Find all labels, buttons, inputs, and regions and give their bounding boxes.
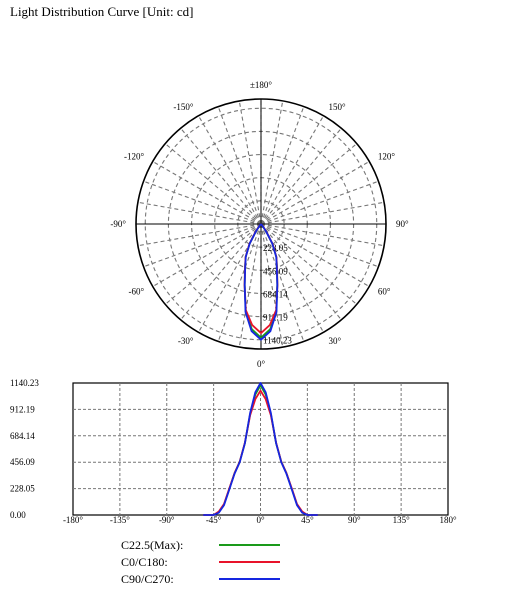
polar-angle-label: 90° [396, 219, 409, 229]
linear-y-tick-label: 684.14 [10, 431, 35, 441]
polar-radial-label: 456.09 [263, 266, 288, 276]
polar-angle-label: -120° [124, 152, 144, 162]
polar-series [243, 223, 279, 341]
linear-chart: 0.00 228.05 456.09 684.14 912.19 1140.23 -180… [10, 378, 457, 525]
linear-y-tick-label: 0.00 [10, 510, 26, 520]
linear-x-tick-label: -135° [110, 515, 130, 525]
linear-x-tick-label: -180° [63, 515, 83, 525]
linear-y-tick-labels: 0.00 228.05 456.09 684.14 912.19 1140.23 [10, 378, 39, 520]
legend-item-c0-c180: C0/C180: [121, 555, 280, 569]
polar-radial-label: 228.05 [263, 243, 288, 253]
polar-angle-label: -150° [173, 102, 193, 112]
polar-angle-label: -30° [178, 336, 194, 346]
linear-series [203, 382, 318, 516]
polar-radial-label: 684.14 [263, 289, 288, 299]
linear-x-tick-label: -90° [159, 515, 175, 525]
page-title: Light Distribution Curve [Unit: cd] [10, 4, 194, 19]
legend-label-c90-c270: C90/C270: [121, 572, 174, 586]
linear-grid [73, 383, 448, 515]
polar-outer-circle [135, 98, 387, 350]
polar-angle-labels: ±180° 150° 120° 90° 60° 30° 0° -30° -60° -90° -120… [110, 80, 409, 369]
linear-x-tick-label: 45° [301, 515, 314, 525]
legend-item-c22-5: C22.5(Max): [121, 538, 280, 552]
linear-x-tick-label: 180° [439, 515, 457, 525]
polar-angle-label: 30° [329, 336, 342, 346]
linear-x-tick-label: 0° [256, 515, 265, 525]
polar-angle-label: 60° [378, 287, 391, 297]
polar-angle-label: 120° [378, 152, 396, 162]
linear-x-tick-labels: -180° -135° -90° -45° 0° 45° 90° 135° 180° [63, 515, 457, 525]
linear-series-c90-c270 [203, 382, 318, 516]
polar-chart: ±180° 150° 120° 90° 60° 30° 0° -30° -60° -90° -120… [110, 80, 409, 369]
polar-angle-label: 150° [329, 102, 347, 112]
polar-angle-label: -60° [128, 287, 144, 297]
polar-angle-label: -90° [110, 219, 126, 229]
linear-x-tick-label: -45° [206, 515, 222, 525]
linear-x-tick-label: 90° [348, 515, 361, 525]
polar-series-c90-c270 [243, 223, 279, 341]
polar-grid [135, 98, 387, 350]
linear-x-tick-label: 135° [393, 515, 411, 525]
linear-y-tick-label: 456.09 [10, 457, 35, 467]
legend-label-c22-5: C22.5(Max): [121, 538, 183, 552]
legend-item-c90-c270: C90/C270: [121, 572, 280, 586]
linear-y-tick-label: 912.19 [10, 404, 35, 414]
linear-y-tick-label: 228.05 [10, 484, 35, 494]
linear-y-tick-label: 1140.23 [10, 378, 39, 388]
legend-label-c0-c180: C0/C180: [121, 555, 168, 569]
polar-radial-label: 1140.23 [263, 336, 292, 346]
polar-angle-label: 0° [257, 359, 266, 369]
polar-angle-label: ±180° [250, 80, 272, 90]
